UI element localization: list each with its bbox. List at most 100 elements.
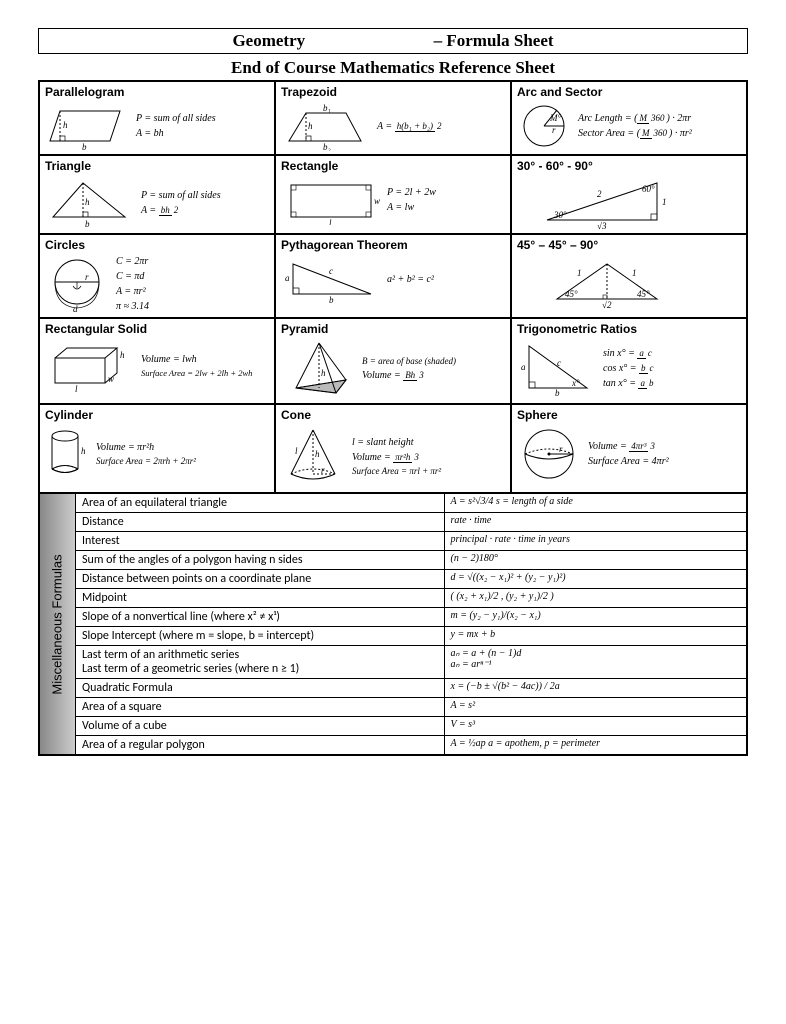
cell-parallelogram: Parallelogram hb P = sum of all sides A … bbox=[39, 81, 275, 155]
svg-text:30°: 30° bbox=[553, 210, 567, 220]
misc-formula: ( (x₂ + x₁)/2 , (y₂ + y₁)/2 ) bbox=[445, 589, 747, 607]
svg-text:h: h bbox=[308, 121, 313, 131]
right-triangle-icon: a b c bbox=[281, 254, 381, 304]
misc-formula: principal · rate · time in years bbox=[445, 532, 747, 550]
svg-text:b: b bbox=[555, 388, 560, 398]
cell-trapezoid: Trapezoid hb₁b₂ A = h(b₁ + b₂)2 bbox=[275, 81, 511, 155]
formula: Volume = lwh bbox=[141, 352, 252, 367]
cylinder-icon: h bbox=[45, 424, 90, 484]
misc-formula: rate · time bbox=[445, 513, 747, 531]
svg-text:a: a bbox=[285, 273, 290, 283]
svg-text:r: r bbox=[85, 272, 89, 282]
triangle-icon: hb bbox=[45, 175, 135, 230]
cell-circles: Circles rd C = 2πr C = πd A = πr² π ≈ 3.… bbox=[39, 234, 275, 318]
pyramid-icon: h bbox=[281, 338, 356, 400]
misc-name: Distance bbox=[76, 513, 445, 531]
misc-formula: x = (−b ± √(b² − 4ac)) / 2a bbox=[445, 679, 747, 697]
svg-text:2: 2 bbox=[597, 189, 602, 199]
formula: P = 2l + 2w bbox=[387, 185, 436, 200]
trig-triangle-icon: a b c x° bbox=[517, 338, 597, 398]
svg-text:l: l bbox=[295, 446, 298, 456]
misc-row: Sum of the angles of a polygon having n … bbox=[76, 551, 746, 570]
misc-row: Distancerate · time bbox=[76, 513, 746, 532]
formula: C = 2πr bbox=[116, 254, 149, 269]
cell-454590: 45° – 45° – 90° 45°45° 11√2 bbox=[511, 234, 747, 318]
formula: A = bh bbox=[136, 126, 216, 141]
svg-text:60°: 60° bbox=[642, 184, 655, 194]
misc-name: Volume of a cube bbox=[76, 717, 445, 735]
cell-pythagorean: Pythagorean Theorem abc a² + b² = c² bbox=[275, 234, 511, 318]
svg-text:h: h bbox=[85, 197, 90, 207]
formula: Surface Area = 2lw + 2lh + 2wh bbox=[141, 367, 252, 380]
misc-name: Slope Intercept (where m = slope, b = in… bbox=[76, 627, 445, 645]
formula: tan x° = ab bbox=[603, 376, 656, 391]
svg-text:b: b bbox=[329, 295, 334, 304]
cell-title: Cone bbox=[281, 408, 505, 422]
misc-name: Sum of the angles of a polygon having n … bbox=[76, 551, 445, 569]
misc-formula: A = s² bbox=[445, 698, 747, 716]
formula: Volume = πr²h3 bbox=[352, 450, 441, 465]
svg-text:h: h bbox=[63, 120, 68, 130]
misc-name: Area of an equilateral triangle bbox=[76, 494, 445, 512]
formula-grid: Parallelogram hb P = sum of all sides A … bbox=[38, 80, 748, 756]
svg-text:h: h bbox=[321, 368, 326, 378]
svg-text:45°: 45° bbox=[565, 289, 578, 299]
formula: Surface Area = 2πrh + 2πr² bbox=[96, 455, 196, 469]
cell-title: Rectangular Solid bbox=[45, 322, 269, 336]
svg-text:r: r bbox=[559, 444, 563, 454]
misc-name: Interest bbox=[76, 532, 445, 550]
triangle-454590-icon: 45°45° 11√2 bbox=[517, 254, 697, 309]
svg-text:w: w bbox=[374, 196, 380, 206]
svg-text:x°: x° bbox=[571, 378, 580, 388]
cell-triangle: Triangle hb P = sum of all sides A = bh2 bbox=[39, 155, 275, 234]
misc-name: Distance between points on a coordinate … bbox=[76, 570, 445, 588]
misc-name: Last term of an arithmetic series Last t… bbox=[76, 646, 445, 678]
cell-title: Rectangle bbox=[281, 159, 505, 173]
misc-formula: A = ½ap a = apothem, p = perimeter bbox=[445, 736, 747, 754]
formula: l = slant height bbox=[352, 435, 441, 450]
misc-name: Area of a square bbox=[76, 698, 445, 716]
svg-text:M°: M° bbox=[549, 113, 561, 123]
misc-formula: y = mx + b bbox=[445, 627, 747, 645]
svg-text:√3: √3 bbox=[597, 221, 607, 230]
circle-icon: rd bbox=[45, 254, 110, 314]
misc-formula: d = √((x₂ − x₁)² + (y₂ − y₁)²) bbox=[445, 570, 747, 588]
rect-solid-icon: hwl bbox=[45, 338, 135, 393]
formula: A = h(b₁ + b₂)2 bbox=[377, 119, 444, 134]
misc-row: Area of a regular polygonA = ½ap a = apo… bbox=[76, 736, 746, 754]
svg-text:h: h bbox=[120, 350, 125, 360]
svg-text:w: w bbox=[108, 374, 114, 384]
svg-text:√2: √2 bbox=[602, 300, 612, 309]
svg-text:1: 1 bbox=[662, 197, 667, 207]
formula: Surface Area = πrl + πr² bbox=[352, 465, 441, 479]
misc-label: Miscellaneous Formulas bbox=[40, 494, 76, 754]
cell-title: Arc and Sector bbox=[517, 85, 741, 99]
misc-row: Area of a squareA = s² bbox=[76, 698, 746, 717]
formula: C = πd bbox=[116, 269, 149, 284]
formula: A = bh2 bbox=[141, 203, 221, 218]
cell-306090: 30° - 60° - 90° 30° 60° 2 1 √3 bbox=[511, 155, 747, 234]
misc-formula: A = s²√3/4 s = length of a side bbox=[445, 494, 747, 512]
misc-row: Area of an equilateral triangleA = s²√3/… bbox=[76, 494, 746, 513]
cell-cone: Cone hlr l = slant height Volume = πr²h3… bbox=[275, 404, 511, 493]
formula: B = area of base (shaded) bbox=[362, 355, 456, 369]
subtitle: End of Course Mathematics Reference Shee… bbox=[38, 56, 748, 80]
cell-title: Trigonometric Ratios bbox=[517, 322, 741, 336]
formula: P = sum of all sides bbox=[136, 111, 216, 126]
svg-text:h: h bbox=[81, 446, 86, 456]
misc-row: Quadratic Formulax = (−b ± √(b² − 4ac)) … bbox=[76, 679, 746, 698]
svg-text:c: c bbox=[557, 358, 561, 368]
misc-formula: V = s³ bbox=[445, 717, 747, 735]
formula: P = sum of all sides bbox=[141, 188, 221, 203]
cell-cylinder: Cylinder h Volume = πr²h Surface Area = … bbox=[39, 404, 275, 493]
triangle-306090-icon: 30° 60° 2 1 √3 bbox=[517, 175, 697, 230]
misc-name: Midpoint bbox=[76, 589, 445, 607]
svg-text:a: a bbox=[521, 362, 526, 372]
cell-title: 30° - 60° - 90° bbox=[517, 159, 741, 173]
svg-text:b: b bbox=[82, 142, 87, 151]
misc-row: Slope of a nonvertical line (where x² ≠ … bbox=[76, 608, 746, 627]
title-right: – Formula Sheet bbox=[434, 31, 554, 50]
svg-text:c: c bbox=[329, 266, 333, 276]
cell-sphere: Sphere r Volume = 4πr³3 Surface Area = 4… bbox=[511, 404, 747, 493]
svg-text:r: r bbox=[552, 125, 556, 135]
